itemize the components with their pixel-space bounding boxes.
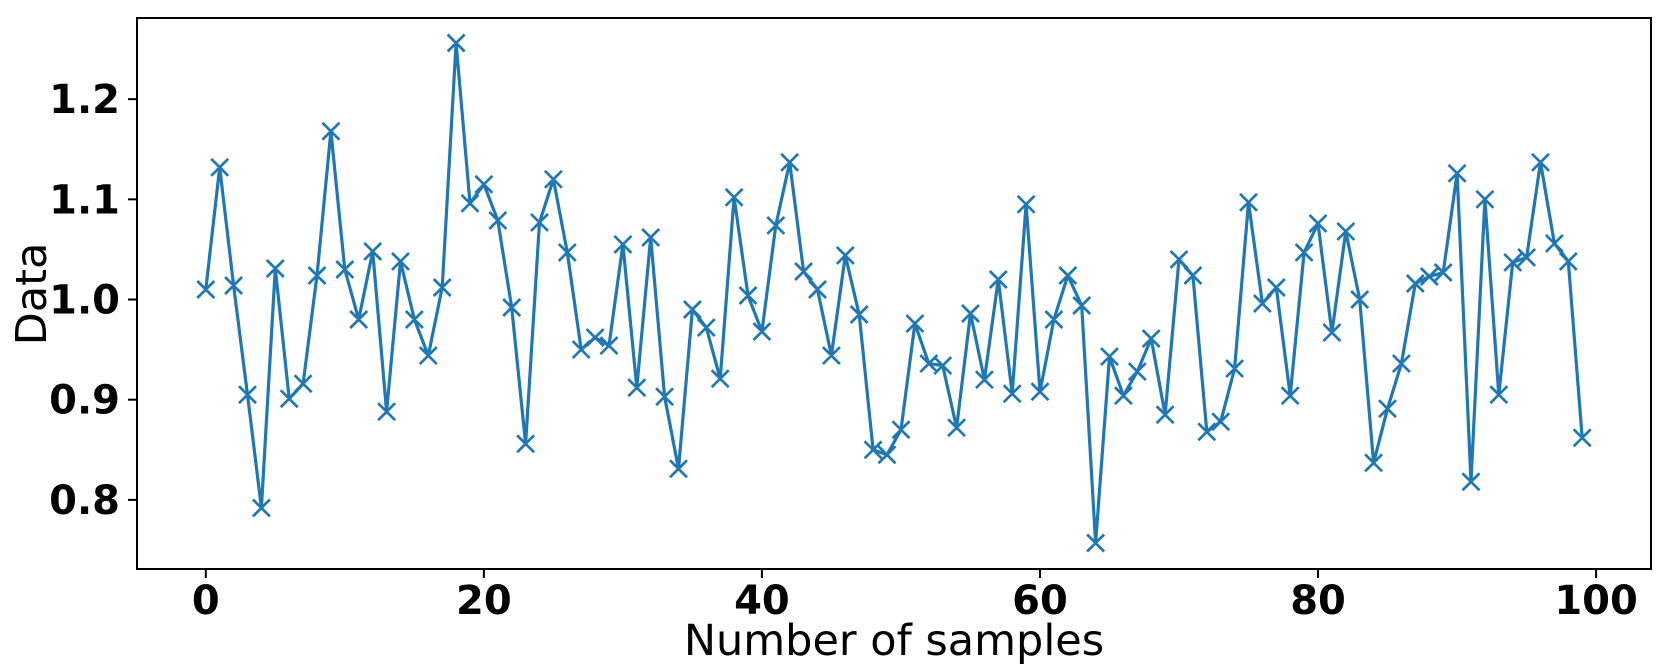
x-tick-label: 0: [192, 578, 220, 624]
x-tick-label: 60: [1012, 578, 1068, 624]
y-axis: 0.8 0.9 1.0 1.1 1.2: [49, 77, 137, 524]
y-tick-label: 0.8: [49, 478, 120, 524]
x-tick-label: 100: [1554, 578, 1638, 624]
data-line: [204, 41, 1584, 545]
x-tick-label: 20: [456, 578, 512, 624]
y-tick-label: 0.9: [49, 378, 120, 424]
x-axis-label: Number of samples: [684, 616, 1104, 666]
data-series: [196, 33, 1592, 553]
x-axis: 0 20 40 60 80 100: [192, 569, 1638, 624]
x-tick-label: 80: [1290, 578, 1346, 624]
x-tick-label: 40: [734, 578, 790, 624]
y-tick-label: 1.1: [49, 177, 120, 223]
y-tick-label: 1.0: [49, 278, 120, 324]
plot-box: [136, 17, 1652, 570]
y-tick-label: 1.2: [49, 77, 120, 123]
data-point-markers: [196, 33, 1592, 553]
y-axis-label: Data: [7, 243, 57, 346]
